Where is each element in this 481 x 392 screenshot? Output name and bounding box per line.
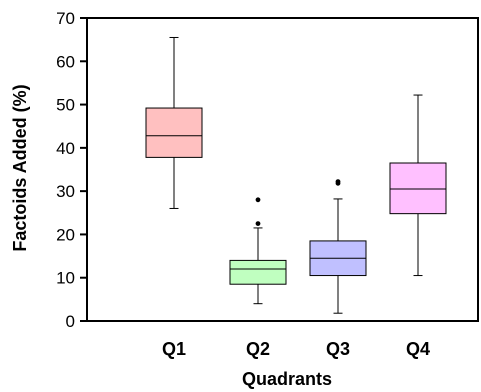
y-axis-ticks: 0 10 20 30 40 50 60 70 [56, 9, 87, 331]
box-iqr [145, 107, 203, 158]
y-tick-label: 50 [56, 96, 75, 115]
x-tick-label-q4: Q4 [406, 339, 430, 359]
box-q3 [309, 179, 367, 314]
box-q4 [389, 94, 447, 277]
y-tick-label: 10 [56, 269, 75, 288]
x-tick-label-q2: Q2 [246, 339, 270, 359]
y-tick-label: 30 [56, 182, 75, 201]
x-tick-label-q1: Q1 [162, 339, 186, 359]
plot-area [86, 17, 479, 322]
x-axis-tick-labels: Q1 Q2 Q3 Q4 [162, 339, 430, 359]
y-tick-label: 60 [56, 52, 75, 71]
outlier-point [335, 179, 341, 185]
box-q2 [229, 197, 287, 305]
x-axis-title: Quadrants [242, 369, 332, 389]
box-iqr [229, 259, 287, 285]
outlier-point [255, 221, 261, 227]
box-q1 [145, 36, 203, 209]
y-tick-label: 70 [56, 9, 75, 28]
y-axis-title: Factoids Added (%) [10, 84, 30, 251]
y-tick-label: 20 [56, 225, 75, 244]
outlier-point [255, 197, 261, 203]
box-series [145, 36, 447, 314]
box-iqr [389, 162, 447, 215]
x-tick-label-q3: Q3 [326, 339, 350, 359]
y-tick-label: 40 [56, 139, 75, 158]
y-tick-label: 0 [66, 312, 75, 331]
